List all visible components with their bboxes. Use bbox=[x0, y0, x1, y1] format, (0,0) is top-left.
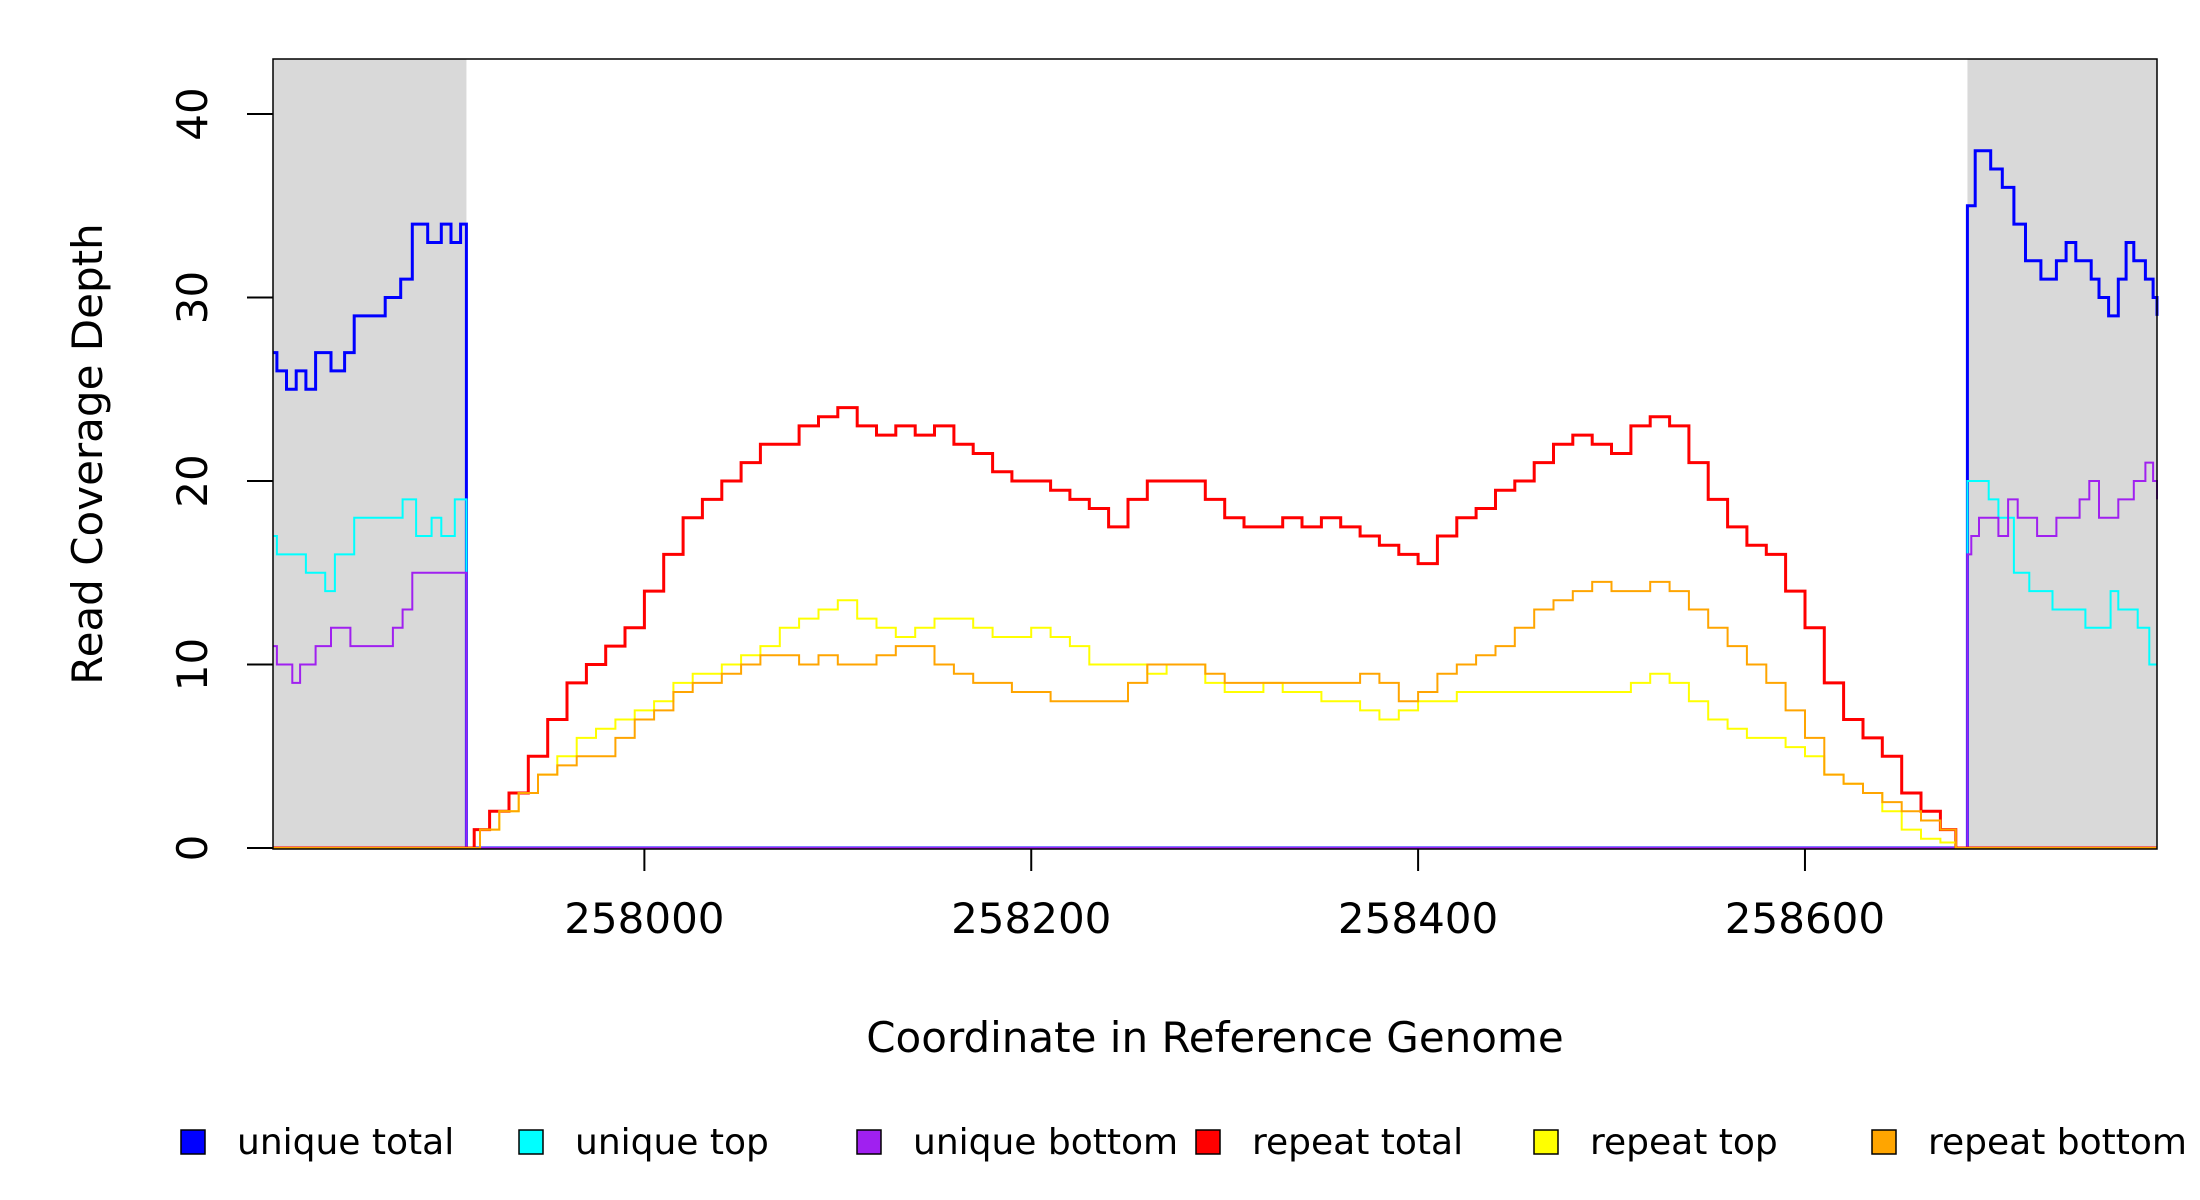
series-line-repeat-bottom bbox=[273, 580, 2157, 849]
series-line-repeat-top bbox=[273, 599, 2157, 849]
x-axis-label: Coordinate in Reference Genome bbox=[866, 1013, 1564, 1062]
legend-label-unique-total: unique total bbox=[237, 1122, 454, 1163]
legend-label-unique-top: unique top bbox=[575, 1122, 769, 1163]
series-line-unique-total bbox=[273, 149, 2159, 850]
y-axis-label: Read Coverage Depth bbox=[63, 223, 112, 684]
series-line-unique-bottom bbox=[273, 461, 2158, 849]
shaded-region-0 bbox=[273, 59, 467, 849]
y-tick-label: 30 bbox=[168, 271, 217, 324]
x-tick-label: 258400 bbox=[1338, 894, 1498, 943]
legend: unique total unique top unique bottom repea… bbox=[180, 1122, 2187, 1163]
series-lines bbox=[273, 149, 2159, 850]
y-tick-label: 40 bbox=[168, 87, 217, 140]
plot-frame bbox=[272, 58, 2158, 850]
legend-label-repeat-top: repeat top bbox=[1590, 1122, 1778, 1163]
legend-swatch-repeat-top bbox=[1533, 1129, 1559, 1155]
legend-swatch-unique-bottom bbox=[856, 1129, 882, 1155]
shaded-regions bbox=[273, 59, 2157, 849]
x-tick-label: 258600 bbox=[1725, 894, 1885, 943]
legend-label-repeat-bottom: repeat bottom bbox=[1928, 1122, 2187, 1163]
x-tick-label: 258200 bbox=[951, 894, 1111, 943]
legend-swatch-repeat-bottom bbox=[1871, 1129, 1897, 1155]
legend-swatch-repeat-total bbox=[1195, 1129, 1221, 1155]
shaded-region-1 bbox=[1967, 59, 2157, 849]
y-axis: 0 10 20 30 40 bbox=[168, 87, 273, 861]
legend-label-unique-bottom: unique bottom bbox=[913, 1122, 1178, 1163]
x-tick-label: 258000 bbox=[564, 894, 724, 943]
x-axis: 258000 258200 258400 258600 bbox=[564, 849, 1885, 943]
y-tick-label: 20 bbox=[168, 454, 217, 507]
series-line-repeat-total bbox=[273, 406, 2157, 850]
legend-label-repeat-total: repeat total bbox=[1252, 1122, 1463, 1163]
legend-swatch-unique-total bbox=[180, 1129, 206, 1155]
y-tick-label: 0 bbox=[168, 835, 217, 862]
legend-swatch-unique-top bbox=[518, 1129, 544, 1155]
y-tick-label: 10 bbox=[168, 638, 217, 691]
